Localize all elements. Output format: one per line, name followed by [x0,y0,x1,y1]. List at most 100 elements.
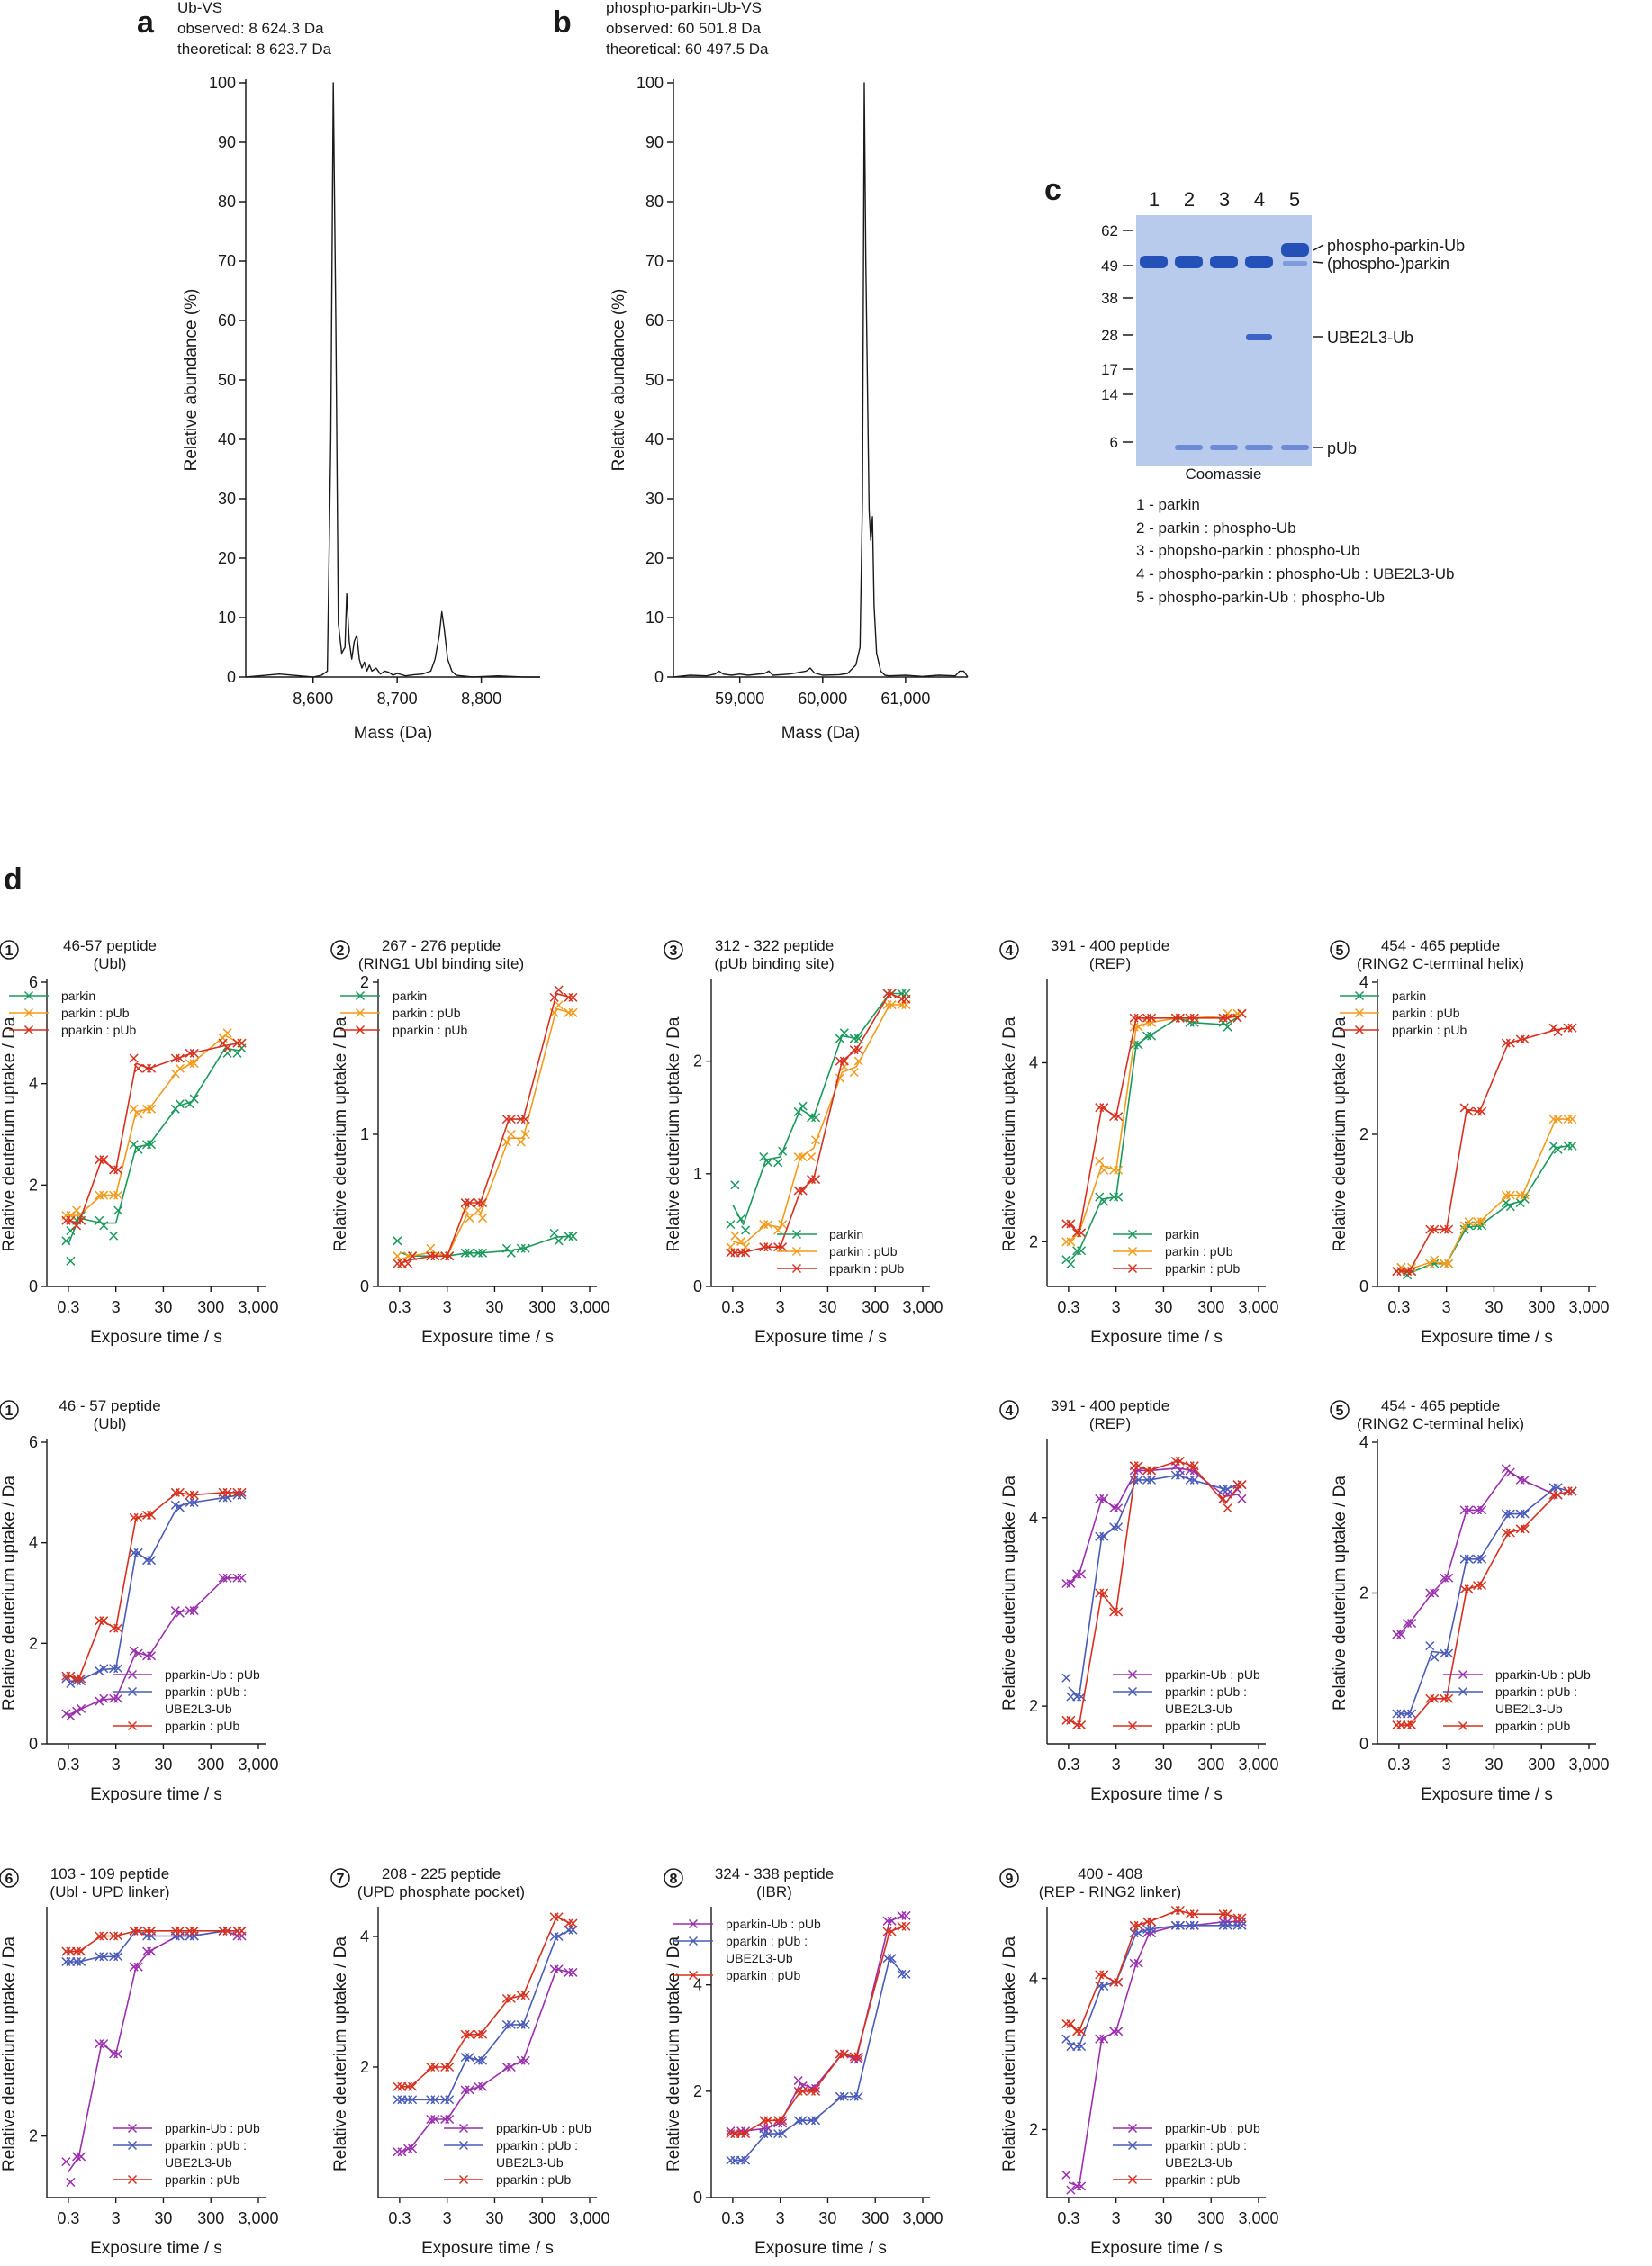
data-point-pparkin-pub-ube2l3-ub [554,1931,564,1942]
mw-marker-17: 17 [1101,361,1118,378]
data-point-parkin-pub [1553,1115,1563,1124]
data-point-parkin-pub [736,1236,746,1246]
legend-marker [1127,2174,1138,2185]
legend-label: pparkin : pUb : [1495,1684,1577,1699]
peptide-index: 2 [337,943,345,959]
data-point-pparkin-pub [1099,1588,1109,1598]
data-point-parkin-pub [853,1056,863,1066]
data-point-pparkin-pub [1077,2027,1087,2036]
data-point-pparkin-pub [133,1512,143,1522]
data-point-pparkin-pub-ube2l3-ub [1464,1554,1474,1564]
legend-marker [355,1007,366,1018]
x-axis-title: Mass (Da) [781,724,861,743]
peptide-subtitle: (REP - RING2 linker) [1039,1883,1181,1900]
hdx-plot-4-middle: 2 4 0.3 3 30 300 3,000 Exposure time / s Relativ… [999,1397,1279,1804]
y-tick-label: 4 [1359,973,1368,991]
gel-band-parkin-lane-4 [1245,256,1273,268]
data-point-pparkin-pub [520,1115,530,1124]
data-point-pparkin-ub-pub [397,2147,407,2157]
gel-band-parkin-lane-3 [1210,256,1238,268]
peptide-subtitle: (UPD phosphate pocket) [357,1883,525,1900]
peptide-index-circle [999,1868,1019,1888]
legend-label: parkin : pUb [393,1006,461,1020]
data-point-pparkin-ub-pub [1099,2034,1109,2044]
peptide-subtitle: (Ubl) [94,1415,127,1432]
series-line-pparkin-ub-pub [1398,1469,1571,1636]
y-tick-label: 100 [209,74,236,92]
data-point-parkin [66,1225,76,1236]
y-tick-label: 6 [29,973,38,991]
data-point-pparkin-ub-pub [1464,1505,1474,1515]
y-tick-label: 2 [1029,1697,1038,1715]
legend-marker [458,2174,469,2185]
y-axis-title: Relative deuterium uptake / Da [0,1016,19,1251]
y-tick-label: 4 [1029,1970,1038,1988]
data-point-pparkin-pub [1114,1607,1124,1617]
data-point-pparkin-pub [1218,1494,1228,1503]
data-point-pparkin-pub [554,1912,564,1922]
x-axis-title: Exposure time / s [1090,1328,1223,1347]
data-point-pparkin-pub [901,1921,911,1931]
y-tick-label: 0 [29,1735,38,1753]
x-tick-label: 3 [1112,1756,1121,1774]
data-point-parkin [763,1158,773,1168]
x-tick-label: 59,000 [715,690,764,708]
data-point-pparkin-pub [1477,1581,1487,1591]
data-point-parkin [1077,1246,1087,1256]
data-point-parkin-pub [147,1104,157,1114]
peptide-index: 5 [1336,943,1344,959]
series-line-parkin-pub [1398,1118,1570,1270]
x-tick-label: 300 [197,1756,224,1774]
peptide-title: 324 - 338 peptide [715,1865,834,1882]
x-tick-label: 0.3 [57,1298,79,1316]
y-tick-label: 2 [1359,1125,1368,1143]
y-tick-label: 2 [1029,1232,1038,1250]
x-tick-label: 30 [485,1298,503,1316]
data-point-pparkin-pub [99,1155,109,1165]
data-point-parkin [741,1225,751,1235]
gel-key-line-4: 4 - phospho-parkin : phospho-Ub : UBE2L3… [1136,565,1454,582]
data-point-pparkin-pub [1066,1219,1076,1229]
panel-letter-b: b [553,5,572,40]
y-tick-label: 0 [1359,1735,1368,1753]
legend-label: parkin [393,989,427,1003]
data-point-pparkin-pub [66,1671,76,1681]
data-point-parkin-pub [554,1000,564,1010]
data-point-parkin-pub [1095,1156,1105,1166]
y-tick-label: 50 [645,371,664,389]
legend-label: pparkin-Ub : pUb [726,1917,821,1931]
data-point-pparkin-pub-ube2l3-ub [1189,1920,1199,1930]
peptide-title: 454 - 465 peptide [1381,937,1500,954]
series-line-pparkin-pub [399,1916,572,2088]
legend-label: pparkin : pUb [726,1968,800,1982]
hdx-plot-5-middle: 0 2 4 0.3 3 30 300 3,000 Exposure time / s Relati… [1330,1397,1610,1804]
data-point-pparkin-pub [887,1927,897,1936]
x-axis-title: Exposure time / s [1421,1785,1553,1804]
data-point-pparkin-pub [811,1175,821,1185]
data-point-pparkin-pub [147,1510,157,1520]
legend-marker [1127,1246,1138,1257]
series-line-parkin [399,1235,572,1257]
legend: parkin parkin : pUb pparkin : pUb [340,989,467,1037]
data-point-pparkin-pub [129,1053,139,1063]
panel-a-header-line-1: Ub-VS [177,0,222,16]
data-point-pparkin-pub [222,1487,232,1497]
y-tick-label: 0 [654,668,664,686]
y-tick-label: 30 [645,490,664,508]
data-point-pparkin-pub [408,1251,418,1261]
data-point-pparkin-ub-pub [147,1651,157,1661]
y-tick-label: 40 [218,430,236,448]
legend: pparkin-Ub : pUb pparkin : pUb : UBE2L3-Ub… [113,1667,260,1733]
data-point-parkin-pub [133,1109,143,1119]
x-axis-title: Exposure time / s [90,2239,222,2258]
legend-marker [1458,1720,1468,1731]
data-point-pparkin-ub-pub [189,1606,199,1616]
legend-marker [688,1918,699,1929]
data-point-pparkin-pub [1505,1038,1515,1048]
x-tick-label: 300 [197,2209,224,2227]
y-tick-label: 0 [227,668,236,686]
data-point-pparkin-ub-pub [175,1608,185,1618]
x-tick-label: 3 [1112,2209,1121,2227]
peptide-subtitle: (REP) [1089,1415,1131,1432]
data-point-pparkin-pub [1563,1486,1573,1496]
